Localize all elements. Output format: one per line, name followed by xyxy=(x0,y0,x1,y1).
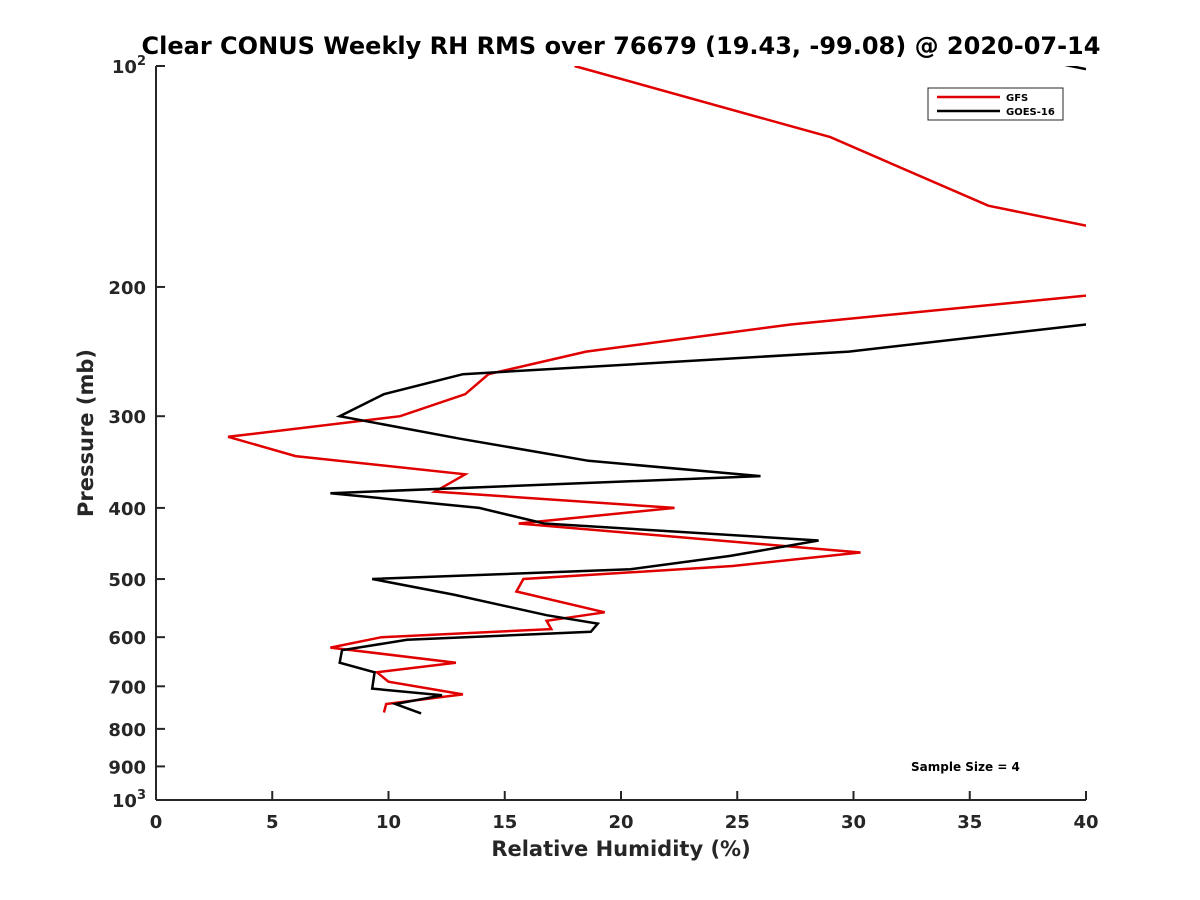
x-tick-label: 35 xyxy=(957,812,982,833)
series-line-gfs xyxy=(227,66,1086,713)
x-tick-label: 30 xyxy=(841,812,866,833)
series-line-goes16 xyxy=(330,323,1086,715)
x-axis-label: Relative Humidity (%) xyxy=(491,837,750,861)
x-tick-label: 25 xyxy=(725,812,750,833)
x-tick-label: 5 xyxy=(266,812,279,833)
x-tick-label: 15 xyxy=(492,812,517,833)
y-tick-label: 500 xyxy=(108,570,146,591)
y-tick-label: 900 xyxy=(108,757,146,778)
y-tick-label: 600 xyxy=(108,628,146,649)
x-tick-label: 20 xyxy=(608,812,633,833)
y-axis-label: Pressure (mb) xyxy=(74,349,98,517)
y-ticks: 102 200 300 400 500 600 700 800 900 103 xyxy=(108,54,165,812)
x-tick-label: 0 xyxy=(150,812,163,833)
legend-box xyxy=(927,87,1064,121)
y-tick-label: 200 xyxy=(108,278,146,299)
x-tick-label: 10 xyxy=(376,812,401,833)
x-tick-label: 40 xyxy=(1073,812,1098,833)
legend-label-gfs: GFS xyxy=(1006,93,1028,104)
y-tick-label: 800 xyxy=(108,720,146,741)
sample-size-annotation: Sample Size = 4 xyxy=(911,760,1020,774)
chart-title: Clear CONUS Weekly RH RMS over 76679 (19… xyxy=(142,32,1101,60)
series-layer xyxy=(227,66,1086,715)
y-tick-label: 103 xyxy=(112,788,146,812)
y-tick-label: 300 xyxy=(108,407,146,428)
y-tick-label: 700 xyxy=(108,677,146,698)
legend-label-goes16: GOES-16 xyxy=(1006,107,1055,118)
series-line-goes16 xyxy=(1064,66,1086,71)
legend: GFS GOES-16 xyxy=(927,87,1064,121)
y-tick-label: 400 xyxy=(108,499,146,520)
y-tick-label: 102 xyxy=(112,54,146,78)
x-ticks: 0 5 10 15 20 25 30 35 40 xyxy=(150,791,1099,833)
